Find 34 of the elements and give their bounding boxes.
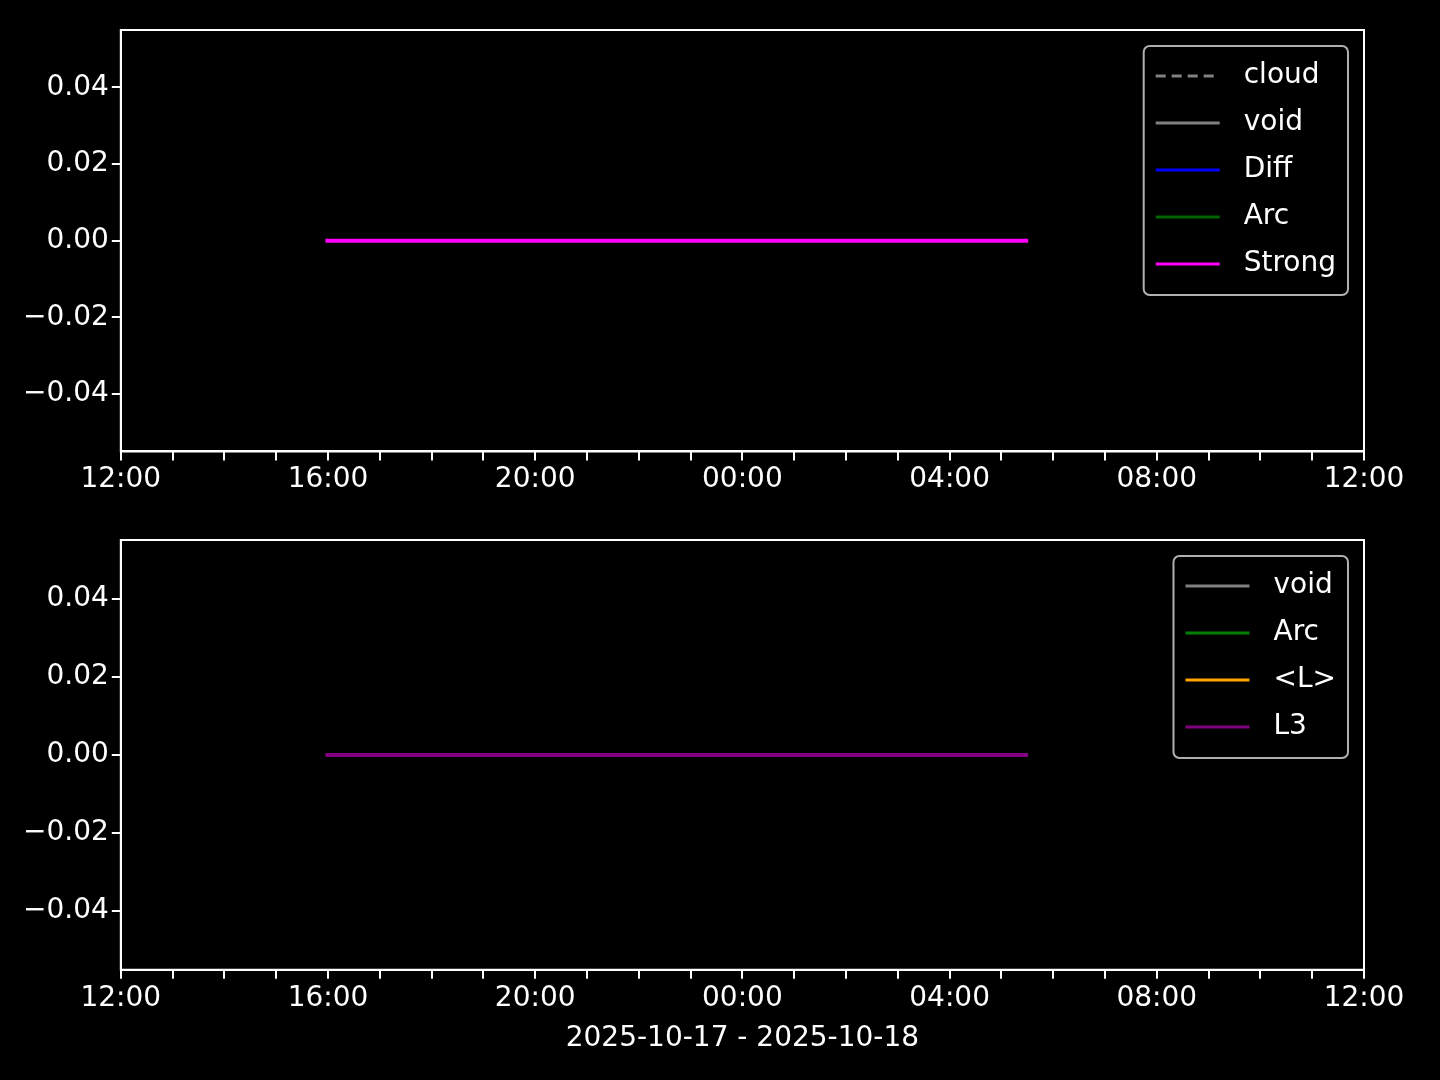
legend-label: Strong [1243, 245, 1337, 279]
x-tick-label: 12:00 [80, 461, 162, 495]
x-tick-label: 04:00 [909, 979, 990, 1013]
legend-label: cloud [1243, 57, 1320, 91]
y-tick-label: −0.04 [22, 892, 109, 926]
y-tick-label: 0.00 [46, 736, 109, 770]
x-tick-label: 12:00 [80, 979, 162, 1013]
x-tick-label: 20:00 [494, 979, 576, 1013]
y-tick-label: 0.04 [46, 579, 109, 613]
x-tick-label: 08:00 [1116, 979, 1198, 1013]
x-tick-label: 12:00 [1323, 979, 1405, 1013]
y-tick-label: 0.02 [46, 658, 109, 692]
y-tick-label: 0.00 [46, 221, 109, 255]
x-tick-label: 04:00 [909, 461, 990, 495]
legend-label: Arc [1243, 198, 1290, 232]
legend-label: <L> [1273, 661, 1337, 695]
legend-label: void [1273, 567, 1333, 601]
legend-label: L3 [1273, 708, 1307, 742]
x-tick-label: 00:00 [702, 979, 783, 1013]
x-axis-title: 2025-10-17 - 2025-10-18 [565, 1020, 920, 1054]
x-tick-label: 16:00 [287, 979, 369, 1013]
x-tick-label: 00:00 [702, 461, 783, 495]
y-tick-label: 0.04 [46, 68, 109, 102]
legend-label: void [1243, 104, 1303, 138]
y-tick-label: −0.04 [22, 375, 109, 409]
y-tick-label: −0.02 [22, 298, 109, 332]
x-tick-label: 12:00 [1323, 461, 1405, 495]
y-tick-label: 0.02 [46, 145, 109, 179]
y-tick-label: −0.02 [22, 814, 109, 848]
legend-label: Arc [1273, 614, 1319, 648]
legend-label: Diff [1243, 151, 1294, 185]
x-tick-label: 08:00 [1116, 461, 1198, 495]
x-tick-label: 20:00 [494, 461, 576, 495]
x-tick-label: 16:00 [287, 461, 369, 495]
